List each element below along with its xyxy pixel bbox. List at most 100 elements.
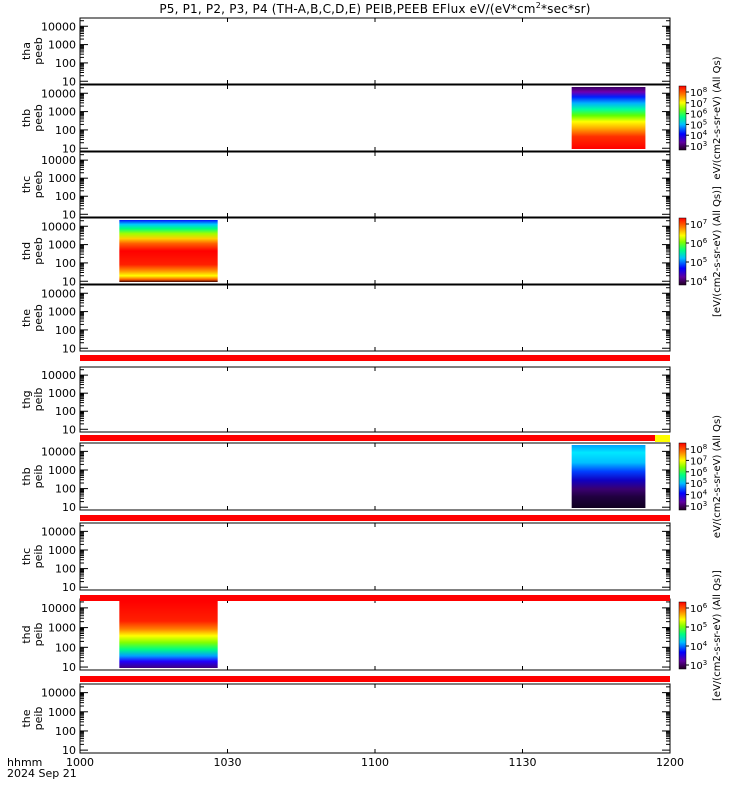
panel-thg-peib: 10 100 1000 10000 thg peib [20,366,671,436]
spectrogram-block [119,601,218,668]
y-tick-label: 1000 [48,706,76,719]
colorbar-tick-label: 105 [690,256,707,269]
panel-frame [79,284,671,352]
panel-frame [79,522,671,591]
colorbar-tick-label: 103 [690,500,707,513]
colorbar-cb2: 107 106 105 104 [eV/(cm2-s-sr-eV) (All Qs)] [678,186,723,317]
panel-probe-label: thc [20,176,33,193]
y-tick-label: 10 [62,342,76,355]
colorbar-exp: 7 [703,218,707,226]
panel-species-label: peib [32,465,45,489]
y-tick-label: 10000 [41,20,76,33]
y-tick-label: 10000 [41,87,76,100]
y-tick-label: 10 [62,75,76,88]
colorbar-caption: eV/(cm2-s-sr-eV) (All Qs) [712,415,723,538]
colorbar-exp: 4 [703,275,708,283]
colorbar-tick-label: 104 [690,640,708,653]
colorbar-tick-label: 105 [690,621,707,634]
panel-thb-peib: 10 100 1000 10000 thb peib [20,442,671,514]
x-tick-label: 1130 [509,756,537,769]
y-tick-label: 10000 [41,154,76,167]
x-tick-label: 1100 [361,756,389,769]
y-tick-label: 10000 [41,445,76,458]
y-tick-label: 100 [55,190,76,203]
panel-species-label: peib [32,545,45,569]
colorbar-exp: 5 [703,621,707,629]
panel-species-label: peib [32,623,45,647]
colorbar-exp: 6 [703,108,708,116]
y-tick-label: 10 [62,208,76,221]
colorbar-exp: 8 [703,443,707,451]
y-tick-label: 100 [55,324,76,337]
y-tick-label: 10 [62,275,76,288]
separator-bar [80,435,670,441]
x-axis-name: hhmm [7,756,42,769]
y-tick-label: 1000 [48,172,76,185]
y-tick-label: 1000 [48,464,76,477]
panel-species-label: peib [32,388,45,412]
panel-frame [79,366,671,433]
y-tick-label: 1000 [48,106,76,119]
panel-the-peeb: 10 100 1000 10000 the peeb [20,284,671,355]
panel-thd-peib: 10 100 1000 10000 thd peib [20,598,671,674]
colorbar-caption: [eV/(cm2-s-sr-eV) (All Qs)] [712,186,723,317]
y-tick-label: 10 [62,581,76,594]
y-tick-label: 100 [55,725,76,738]
y-tick-label: 1000 [48,39,76,52]
y-tick-label: 100 [55,641,76,654]
colorbar-exp: 5 [703,256,707,264]
panel-thc-peib: 10 100 1000 10000 thc peib [20,522,671,594]
panel-species-label: peeb [32,171,45,199]
colorbar-caption: [eV/(cm2-s-sr-eV) (All Qs)] [712,570,723,701]
x-tick-label: 1000 [66,756,94,769]
colorbar-exp: 6 [703,237,708,245]
y-tick-label: 100 [55,563,76,576]
colorbar-exp: 6 [703,602,708,610]
y-tick-label: 1000 [48,239,76,252]
panel-frame [79,151,671,218]
y-tick-label: 10000 [41,369,76,382]
y-tick-label: 10 [62,142,76,155]
x-tick-label: 1200 [656,756,684,769]
colorbar-cb4: 106 105 104 103 [eV/(cm2-s-sr-eV) (All Qs)] [678,570,723,701]
panel-thb-peeb: 10 100 1000 10000 thb peeb [20,84,671,155]
panel-species-label: peeb [32,304,45,332]
panel-tha-peeb: 10 100 1000 10000 tha peeb [20,17,671,88]
colorbar-tick-label: 107 [690,218,707,231]
panel-frame [79,17,671,85]
y-tick-label: 10000 [41,287,76,300]
panel-probe-label: the [20,709,33,727]
colorbar-exp: 4 [703,489,708,497]
colorbar-swatch [678,601,687,670]
colorbar-swatch [678,85,687,151]
colorbar-tick-label: 106 [690,602,708,615]
y-tick-label: 100 [55,483,76,496]
panel-probe-label: thb [20,109,33,127]
y-tick-label: 100 [55,57,76,70]
colorbar-exp: 6 [703,466,708,474]
colorbar-exp: 3 [703,140,707,148]
y-tick-label: 1000 [48,544,76,557]
y-tick-label: 100 [55,257,76,270]
panel-thd-peeb: 10 100 1000 10000 thd peeb [20,217,671,288]
colorbar-exp: 4 [703,640,708,648]
date-label: 2024 Sep 21 [7,767,77,780]
spectrogram-block [119,220,218,282]
colorbar-exp: 3 [703,500,707,508]
y-tick-label: 1000 [48,387,76,400]
separator-bar [80,515,670,521]
colorbar-tick-label: 103 [690,140,707,153]
y-tick-label: 10000 [41,525,76,538]
y-tick-label: 10000 [41,687,76,700]
panel-probe-label: tha [20,42,33,60]
colorbar-tick-label: 103 [690,659,707,672]
y-tick-label: 1000 [48,306,76,319]
separator-bar [80,355,670,361]
colorbar-exp: 8 [703,86,707,94]
colorbar-exp: 5 [703,118,707,126]
panel-probe-label: thg [20,390,33,408]
colorbar-swatch [678,442,687,511]
panel-the-peib: 10 100 1000 10000 the peib [20,683,671,757]
